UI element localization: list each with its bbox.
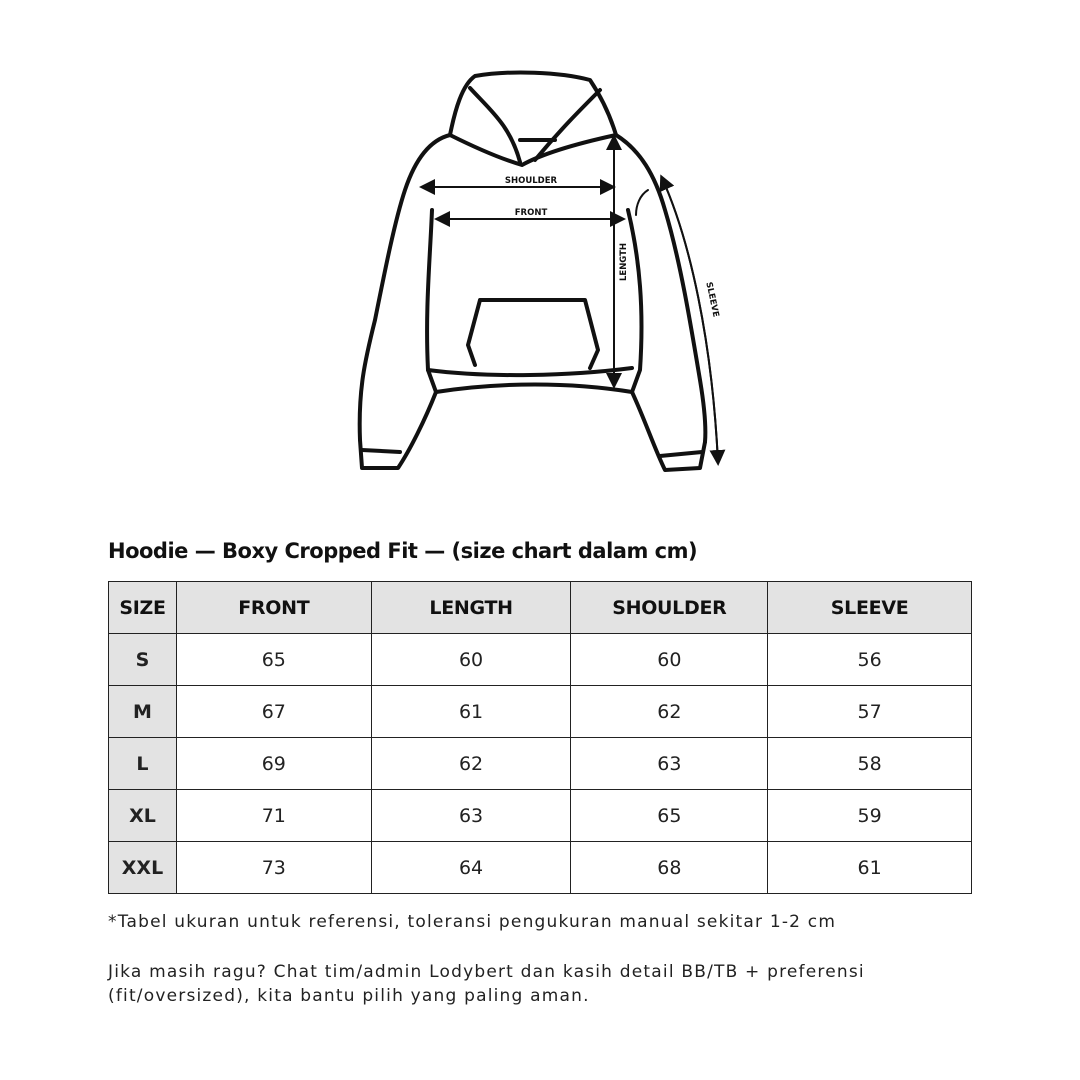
- cell-front: 71: [175, 789, 372, 842]
- cell-length: 64: [370, 841, 572, 894]
- header-sleeve: SLEEVE: [767, 581, 972, 634]
- table-row: XL 71 63 65 59: [108, 789, 972, 842]
- cell-sleeve: 56: [767, 633, 972, 686]
- shoulder-label: SHOULDER: [505, 176, 558, 186]
- size-table: SIZE FRONT LENGTH SHOULDER SLEEVE S 65 60 6…: [108, 581, 972, 894]
- cell-length: 62: [370, 737, 572, 790]
- help-text: Jika masih ragu? Chat tim/admin Lodybert…: [108, 962, 865, 1006]
- cell-shoulder: 63: [570, 737, 769, 790]
- table-row: XXL 73 64 68 61: [108, 841, 972, 894]
- sleeve-label: SLEEVE: [703, 281, 720, 318]
- table-row: S 65 60 60 56: [108, 633, 972, 686]
- cell-length: 61: [370, 685, 572, 738]
- cell-length: 60: [370, 633, 572, 686]
- cell-sleeve: 57: [767, 685, 972, 738]
- cell-sleeve: 58: [767, 737, 972, 790]
- cell-sleeve: 61: [767, 841, 972, 894]
- cell-size: XXL: [108, 841, 177, 894]
- cell-size: M: [108, 685, 177, 738]
- header-length: LENGTH: [370, 581, 572, 634]
- header-front: FRONT: [175, 581, 372, 634]
- tolerance-note: *Tabel ukuran untuk referensi, toleransi…: [108, 912, 837, 932]
- header-size: SIZE: [108, 581, 177, 634]
- cell-shoulder: 60: [570, 633, 769, 686]
- cell-size: S: [108, 633, 177, 686]
- cell-front: 67: [175, 685, 372, 738]
- measurement-arrows: [419, 134, 726, 466]
- cell-front: 65: [175, 633, 372, 686]
- hoodie-outline: [357, 70, 708, 472]
- length-label: LENGTH: [619, 243, 629, 281]
- table-row: M 67 61 62 57: [108, 685, 972, 738]
- cell-front: 69: [175, 737, 372, 790]
- cell-shoulder: 68: [570, 841, 769, 894]
- front-label: FRONT: [515, 208, 548, 218]
- cell-front: 73: [175, 841, 372, 894]
- chart-title: Hoodie — Boxy Cropped Fit — (size chart …: [108, 539, 698, 563]
- cell-sleeve: 59: [767, 789, 972, 842]
- cell-size: L: [108, 737, 177, 790]
- table-header-row: SIZE FRONT LENGTH SHOULDER SLEEVE: [108, 581, 972, 634]
- header-shoulder: SHOULDER: [570, 581, 769, 634]
- cell-size: XL: [108, 789, 177, 842]
- hoodie-diagram: SHOULDER FRONT LENGTH SLEEVE: [357, 70, 726, 472]
- cell-length: 63: [370, 789, 572, 842]
- cell-shoulder: 62: [570, 685, 769, 738]
- table-row: L 69 62 63 58: [108, 737, 972, 790]
- cell-shoulder: 65: [570, 789, 769, 842]
